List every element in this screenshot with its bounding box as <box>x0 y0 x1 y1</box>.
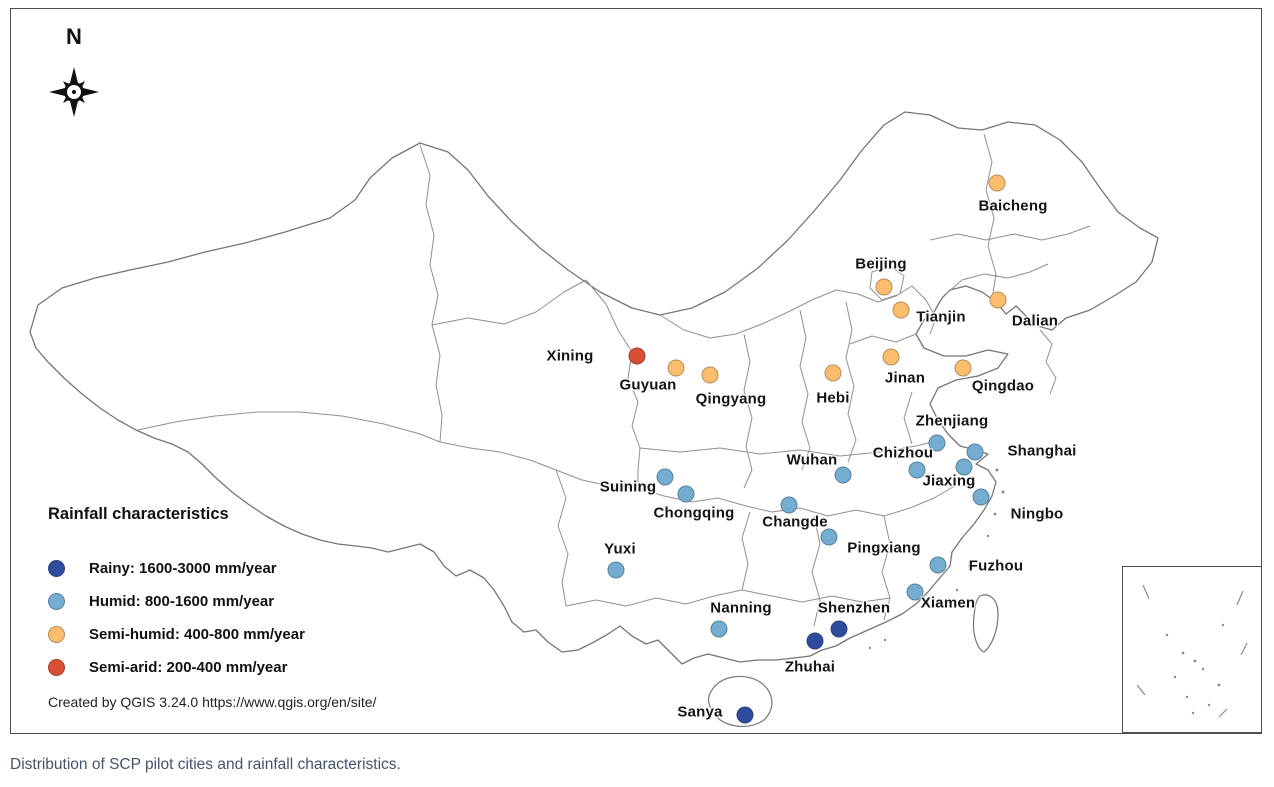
city-marker-wuhan <box>834 466 852 484</box>
legend-label-humid: Humid: 800-1600 mm/year <box>89 593 275 610</box>
inset-islands <box>1136 584 1248 718</box>
city-label-wuhan: Wuhan <box>786 451 838 469</box>
qgis-credit: Created by QGIS 3.24.0 https://www.qgis.… <box>48 694 377 710</box>
city-label-xiamen: Xiamen <box>920 594 976 612</box>
city-label-beijing: Beijing <box>855 255 907 273</box>
city-label-changde: Changde <box>762 513 828 531</box>
city-label-sanya: Sanya <box>677 703 723 721</box>
city-label-zhenjiang: Zhenjiang <box>915 412 989 430</box>
taiwan-island <box>972 594 999 653</box>
city-label-qingyang: Qingyang <box>695 390 767 408</box>
city-label-chongqing: Chongqing <box>653 504 735 522</box>
city-marker-baicheng <box>988 174 1006 192</box>
hainan-island <box>707 675 773 727</box>
city-label-baicheng: Baicheng <box>978 197 1048 215</box>
city-label-jiaxing: Jiaxing <box>922 472 976 490</box>
city-marker-suining <box>656 468 674 486</box>
city-label-shenzhen: Shenzhen <box>817 599 891 617</box>
city-label-suining: Suining <box>599 478 657 496</box>
city-marker-jiaxing <box>955 458 973 476</box>
city-marker-xining <box>628 347 646 365</box>
legend-items: Rainy: 1600-3000 mm/year Humid: 800-1600 … <box>48 560 478 676</box>
city-marker-xiamen <box>906 583 924 601</box>
legend-label-semi_arid: Semi-arid: 200-400 mm/year <box>89 659 288 676</box>
china-province-boundaries <box>137 133 1091 627</box>
figure-caption: Distribution of SCP pilot cities and rai… <box>10 756 401 773</box>
city-marker-guyuan <box>667 359 685 377</box>
city-label-fuzhou: Fuzhou <box>968 557 1024 575</box>
legend-item-semi_arid: Semi-arid: 200-400 mm/year <box>48 659 478 676</box>
city-label-hebi: Hebi <box>816 389 850 407</box>
map-frame <box>10 8 1262 734</box>
legend-swatch-semi_humid <box>48 626 65 643</box>
city-marker-sanya <box>736 706 754 724</box>
city-marker-zhenjiang <box>928 434 946 452</box>
city-marker-dalian <box>989 291 1007 309</box>
city-marker-pingxiang <box>820 528 838 546</box>
city-marker-qingdao <box>954 359 972 377</box>
legend-label-semi_humid: Semi-humid: 400-800 mm/year <box>89 626 305 643</box>
city-marker-tianjin <box>892 301 910 319</box>
city-marker-chongqing <box>677 485 695 503</box>
city-label-yuxi: Yuxi <box>604 540 636 558</box>
city-marker-shanghai <box>966 443 984 461</box>
coastal-islands <box>868 468 1005 650</box>
city-label-dalian: Dalian <box>1011 312 1059 330</box>
city-label-zhuhai: Zhuhai <box>784 658 836 676</box>
city-marker-zhuhai <box>806 632 824 650</box>
legend-swatch-humid <box>48 593 65 610</box>
city-label-ningbo: Ningbo <box>1010 505 1064 523</box>
legend-item-humid: Humid: 800-1600 mm/year <box>48 593 478 610</box>
city-marker-fuzhou <box>929 556 947 574</box>
legend-label-rainy: Rainy: 1600-3000 mm/year <box>89 560 277 577</box>
city-marker-hebi <box>824 364 842 382</box>
legend-swatch-rainy <box>48 560 65 577</box>
city-marker-chizhou <box>908 461 926 479</box>
city-marker-shenzhen <box>830 620 848 638</box>
city-marker-qingyang <box>701 366 719 384</box>
compass-north-label: N <box>66 24 82 49</box>
legend-swatch-semi_arid <box>48 659 65 676</box>
city-marker-ningbo <box>972 488 990 506</box>
city-label-xining: Xining <box>546 347 594 365</box>
compass-rose-icon <box>49 67 99 117</box>
city-label-chizhou: Chizhou <box>872 444 934 462</box>
city-marker-beijing <box>875 278 893 296</box>
city-label-tianjin: Tianjin <box>916 308 966 326</box>
legend-title: Rainfall characteristics <box>48 505 229 523</box>
south-china-sea-inset <box>1122 566 1262 733</box>
city-marker-nanning <box>710 620 728 638</box>
city-label-nanning: Nanning <box>710 599 772 617</box>
legend: Rainfall characteristics Rainy: 1600-300… <box>48 505 478 710</box>
city-marker-yuxi <box>607 561 625 579</box>
city-marker-jinan <box>882 348 900 366</box>
city-label-pingxiang: Pingxiang <box>847 539 921 557</box>
city-label-jinan: Jinan <box>884 369 926 387</box>
city-marker-changde <box>780 496 798 514</box>
legend-item-rainy: Rainy: 1600-3000 mm/year <box>48 560 478 577</box>
city-label-qingdao: Qingdao <box>971 377 1035 395</box>
city-label-shanghai: Shanghai <box>1007 442 1077 460</box>
legend-item-semi_humid: Semi-humid: 400-800 mm/year <box>48 626 478 643</box>
city-label-guyuan: Guyuan <box>619 376 677 394</box>
